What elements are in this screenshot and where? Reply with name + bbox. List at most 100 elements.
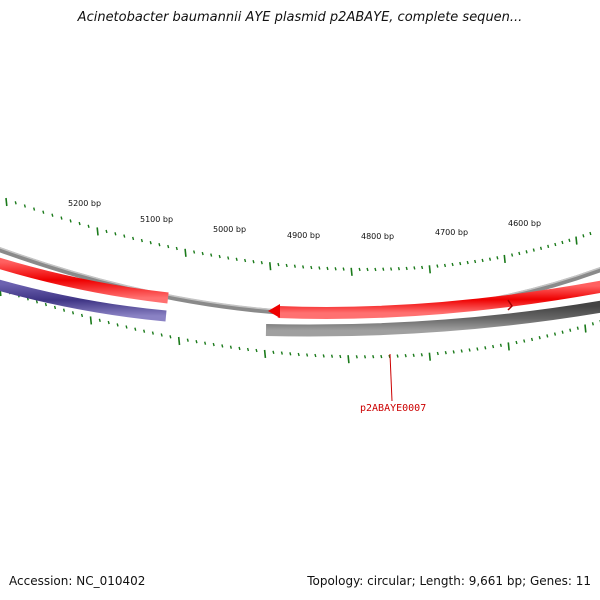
minor-tick	[582, 234, 585, 238]
major-tick	[575, 236, 578, 245]
minor-tick	[481, 258, 484, 263]
minor-tick	[484, 346, 487, 350]
minor-tick	[289, 352, 292, 356]
minor-tick	[134, 327, 137, 331]
minor-tick	[125, 325, 128, 329]
major-tick	[263, 349, 267, 358]
bp-label-4900: 4900 bp	[287, 231, 320, 240]
minor-tick	[561, 240, 564, 245]
minor-tick	[255, 348, 258, 353]
minor-tick	[212, 342, 215, 347]
minor-tick	[246, 347, 250, 352]
feature-reverse-right[interactable]	[265, 300, 600, 337]
minor-tick	[280, 351, 283, 355]
minor-tick	[210, 253, 213, 257]
minor-tick	[561, 330, 564, 334]
minor-tick	[589, 231, 592, 236]
minor-tick	[326, 266, 329, 271]
major-tick	[507, 342, 510, 351]
bp-label-5000: 5000 bp	[213, 225, 246, 234]
minor-tick	[35, 300, 38, 304]
minor-tick	[107, 320, 110, 325]
major-tick	[503, 254, 506, 263]
minor-tick	[496, 256, 499, 260]
minor-tick	[363, 355, 367, 359]
bp-labels: 5200 bp 5100 bp 5000 bp 4900 bp 4800 bp …	[68, 199, 541, 241]
minor-tick	[452, 350, 455, 354]
minor-tick	[460, 349, 463, 353]
minor-tick	[186, 338, 189, 342]
minor-tick	[334, 267, 337, 271]
minor-tick	[143, 329, 146, 333]
minor-tick	[160, 333, 163, 337]
minor-tick	[413, 266, 416, 270]
minor-tick	[554, 242, 557, 247]
major-tick	[347, 355, 350, 364]
minor-tick	[169, 335, 172, 339]
minor-tick	[339, 354, 342, 359]
minor-tick	[23, 204, 26, 208]
minor-tick	[297, 352, 300, 357]
minor-tick	[53, 305, 57, 310]
minor-tick	[114, 232, 117, 236]
minor-tick	[62, 308, 66, 312]
minor-tick	[421, 265, 424, 270]
bp-label-4800: 4800 bp	[361, 232, 394, 241]
minor-tick	[123, 234, 126, 238]
minor-tick	[466, 260, 469, 265]
bp-label-5100: 5100 bp	[140, 215, 173, 224]
inner-tick-marks	[0, 287, 600, 364]
sequence-summary: Topology: circular; Length: 9,661 bp; Ge…	[307, 574, 591, 588]
gene-label-p2ABAYE0007[interactable]: p2ABAYE0007	[360, 403, 426, 414]
minor-tick	[591, 322, 594, 326]
major-tick	[184, 248, 187, 257]
minor-tick	[201, 251, 204, 256]
major-tick	[584, 324, 587, 333]
map-title: Acinetobacter baumannii AYE plasmid p2AB…	[77, 10, 523, 25]
minor-tick	[69, 219, 72, 223]
minor-tick	[488, 257, 492, 261]
minor-tick	[515, 340, 518, 345]
major-tick	[428, 265, 431, 274]
minor-tick	[366, 267, 369, 272]
minor-tick	[229, 345, 232, 349]
minor-tick	[451, 262, 454, 267]
feature-forward-left[interactable]	[0, 257, 169, 304]
minor-tick	[252, 260, 255, 264]
minor-tick	[532, 248, 535, 252]
feature-reverse-left[interactable]	[0, 279, 167, 322]
minor-tick	[474, 259, 477, 264]
minor-tick	[98, 318, 101, 322]
minor-tick	[310, 265, 313, 270]
feature-p2ABAYE0007[interactable]	[277, 280, 600, 319]
major-tick	[89, 316, 93, 325]
minor-tick	[539, 246, 543, 250]
minor-tick	[235, 257, 238, 261]
minor-tick	[511, 253, 514, 257]
major-tick	[5, 197, 8, 207]
minor-tick	[277, 262, 280, 267]
major-tick	[96, 227, 99, 236]
major-tick	[428, 352, 431, 361]
minor-tick	[167, 244, 170, 249]
minor-tick	[372, 355, 375, 359]
minor-tick	[14, 201, 17, 205]
minor-tick	[175, 246, 178, 251]
minor-tick	[293, 264, 296, 268]
minor-tick	[436, 264, 439, 268]
major-tick	[350, 267, 353, 276]
minor-tick	[355, 355, 358, 359]
minor-tick	[314, 353, 317, 358]
minor-tick	[158, 243, 161, 247]
minor-tick	[530, 337, 534, 342]
minor-tick	[204, 341, 207, 345]
minor-tick	[272, 350, 275, 354]
minor-tick	[330, 354, 334, 358]
minor-tick	[523, 339, 526, 343]
minor-tick	[306, 353, 309, 357]
minor-tick	[44, 302, 47, 307]
minor-tick	[260, 261, 263, 265]
minor-tick	[151, 331, 154, 335]
minor-tick	[322, 354, 325, 358]
